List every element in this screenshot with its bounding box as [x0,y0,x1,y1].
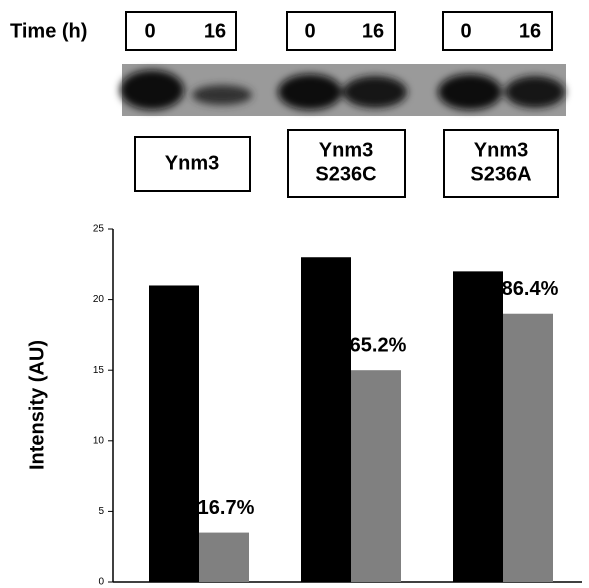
y-tick-label: 5 [98,506,104,517]
page: Time (h) Intensity (AU) 0 16 0 16 0 16 Ynm3 Ynm… [0,0,589,588]
sample-label: S236A [470,163,531,185]
figure: Time (h) Intensity (AU) 0 16 0 16 0 16 Ynm3 Ynm… [0,0,589,588]
time-point: 16 [362,20,384,42]
time-point: 16 [204,20,226,42]
bar [149,285,199,582]
bar [351,370,401,582]
annotation: 86.4% [502,278,559,300]
time-point: 0 [304,20,315,42]
bar [301,257,351,582]
sample-label: Ynm3 [319,139,373,161]
sample-label: S236C [315,163,376,185]
time-label: Time (h) [10,20,87,42]
y-tick-label: 0 [98,577,104,588]
bar [503,314,553,582]
bar [453,271,503,582]
y-tick-label: 20 [93,294,105,305]
bar [199,533,249,582]
time-point: 0 [144,20,155,42]
annotation: 65.2% [350,334,407,356]
sample-label: Ynm3 [165,152,219,174]
annotation: 16.7% [198,497,255,519]
y-axis-label: Intensity (AU) [26,340,48,470]
y-tick-label: 10 [93,435,105,446]
time-point: 16 [519,20,541,42]
y-tick-label: 15 [93,365,105,376]
y-tick-label: 25 [93,224,105,235]
sample-label: Ynm3 [474,139,528,161]
time-point: 0 [460,20,471,42]
